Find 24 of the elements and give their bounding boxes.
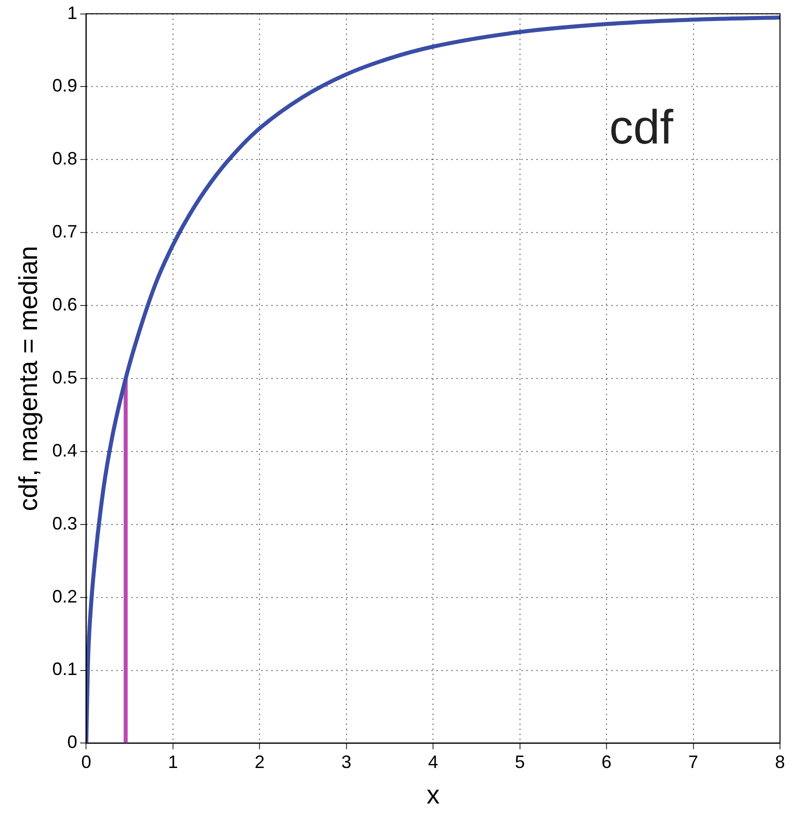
- y-axis-title: cdf, magenta = median: [12, 246, 43, 512]
- x-tick-label: 7: [688, 752, 698, 772]
- x-tick-label: 1: [168, 752, 178, 772]
- y-tick-label: 0.3: [52, 513, 78, 534]
- x-tick-label: 0: [81, 752, 92, 772]
- y-tick-label: 0.7: [52, 222, 78, 242]
- annotation: cdf: [609, 102, 674, 155]
- y-tick-label: 0.9: [52, 76, 78, 96]
- x-tick-label: 3: [341, 752, 352, 772]
- y-tick-label: 1: [67, 2, 78, 23]
- x-tick-label: 8: [774, 752, 786, 772]
- x-tick-label: 2: [254, 752, 265, 772]
- x-tick-label: 6: [602, 752, 612, 772]
- line-series: [86, 15, 780, 744]
- x-tick-label: 4: [428, 752, 438, 772]
- y-tick-label: 0.1: [52, 659, 78, 680]
- y-tick-label: 0.5: [52, 367, 78, 388]
- y-tick-label: 0.2: [52, 586, 78, 606]
- y-tick-label: 0.8: [52, 148, 78, 169]
- x-axis-title: x: [426, 780, 440, 810]
- y-tick-label: 0: [67, 732, 78, 752]
- y-tick-label: 0.6: [52, 294, 78, 315]
- y-tick-label: 0.4: [52, 440, 78, 460]
- x-tick-label: 5: [514, 752, 525, 772]
